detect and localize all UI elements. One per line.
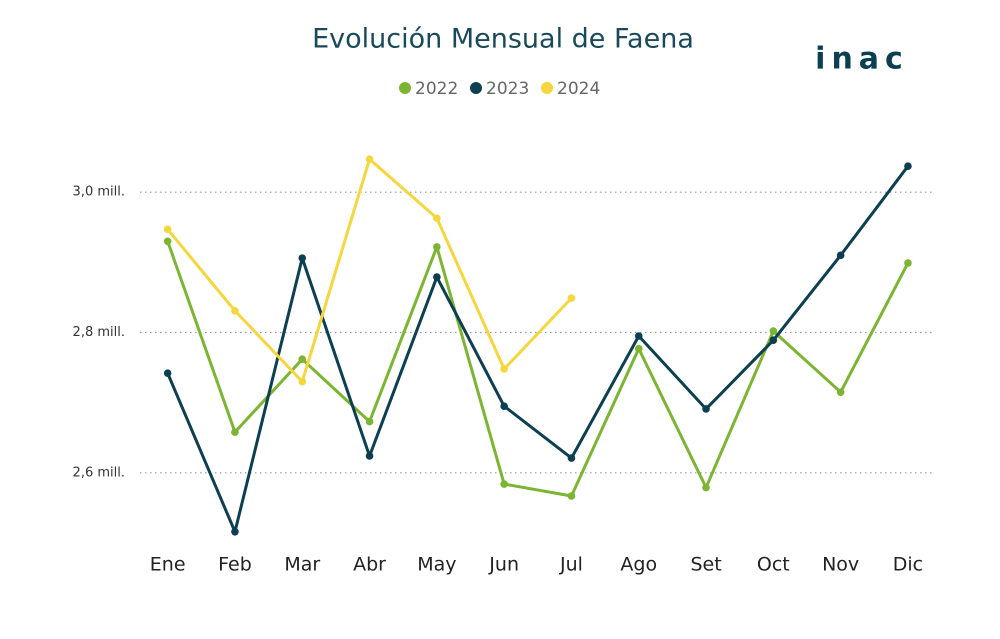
legend-label: 2023 [486,79,529,99]
legend-marker [541,82,553,94]
x-tick-label: Oct [757,554,790,576]
x-tick-label: Jul [559,554,583,576]
legend-marker [470,82,482,94]
data-point [163,369,172,377]
data-point [298,377,307,386]
data-point [298,254,307,262]
data-point [904,259,912,267]
y-tick-label: 3,0 mill. [73,185,125,200]
data-point [904,162,912,171]
data-point [836,251,845,260]
x-tick-label: Abr [353,554,386,576]
y-tick-label: 2,6 mill. [73,465,125,480]
data-point [365,452,374,460]
chart-title: Evolución Mensual de Faena [312,24,694,55]
data-point [567,454,576,462]
data-point [836,388,845,396]
data-point [433,273,441,281]
data-point [500,480,508,488]
x-tick-label: Jun [488,554,519,576]
x-tick-label: Dic [893,554,923,576]
data-point [365,417,374,426]
data-point [433,243,441,251]
data-point [634,332,643,340]
data-point [634,344,643,353]
data-point [500,402,508,410]
data-point [365,155,374,163]
x-tick-label: Ago [620,554,657,576]
legend-marker [399,82,411,94]
x-tick-label: Ene [150,554,186,576]
legend-label: 2022 [415,79,458,99]
data-point [702,483,710,492]
data-point [769,327,778,335]
data-point [433,214,441,222]
data-point [567,492,576,500]
data-point [500,365,508,373]
data-point [231,428,239,436]
data-point [163,225,172,234]
data-point [231,306,239,315]
data-point [769,336,778,345]
series-line [166,165,910,534]
data-point [702,405,710,413]
y-tick-label: 2,8 mill. [73,325,125,340]
legend-label: 2024 [557,79,600,99]
x-tick-label: Mar [284,554,320,576]
logo: inac [815,42,909,77]
data-point [163,237,172,246]
x-tick-label: Set [690,554,721,576]
data-point [298,355,307,363]
x-tick-label: Nov [822,554,859,576]
x-tick-label: Feb [218,554,252,576]
data-point [567,294,576,302]
x-tick-label: May [417,554,456,576]
data-point [231,527,239,536]
